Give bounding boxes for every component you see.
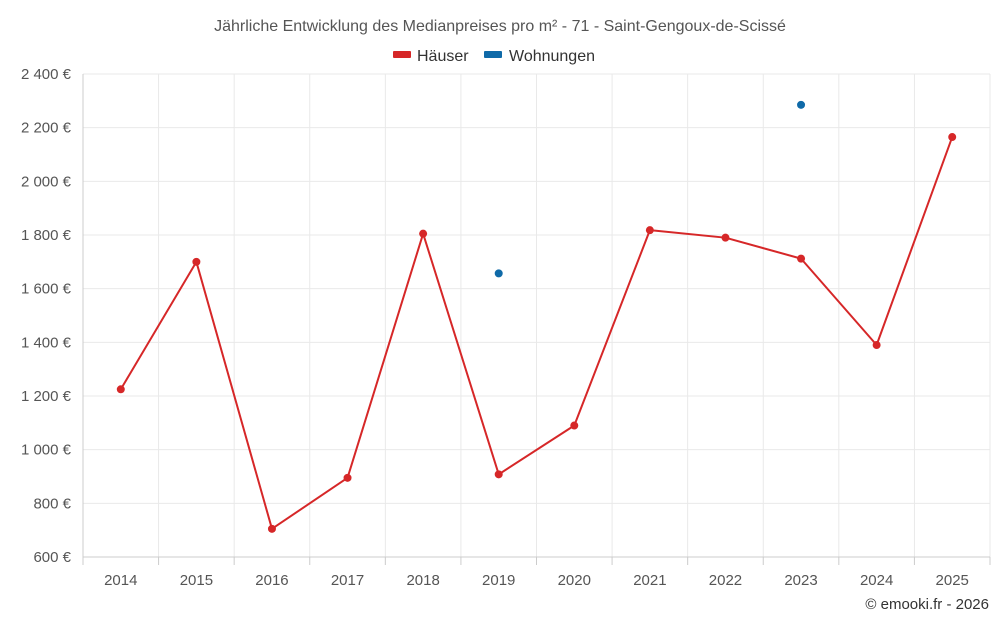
legend-item-wohnungen[interactable]: Wohnungen	[484, 48, 595, 65]
x-tick-label: 2017	[331, 572, 364, 589]
data-point-haeuser-2015	[192, 257, 201, 266]
legend-swatch-wohnungen	[484, 51, 502, 58]
x-tick-label: 2022	[709, 572, 742, 589]
y-tick-label: 1 600 €	[21, 281, 72, 298]
x-tick-label: 2019	[482, 572, 515, 589]
legend-item-haeuser[interactable]: Häuser	[393, 48, 469, 65]
data-point-haeuser-2017	[343, 473, 352, 482]
x-tick-label: 2023	[784, 572, 817, 589]
data-point-haeuser-2022	[721, 233, 730, 242]
data-point-haeuser-2019	[494, 470, 503, 479]
data-point-haeuser-2014	[116, 385, 125, 394]
y-tick-label: 1 200 €	[21, 388, 72, 405]
x-tick-label: 2016	[255, 572, 288, 589]
data-point-haeuser-2018	[419, 229, 428, 238]
y-tick-label: 600 €	[33, 549, 71, 566]
y-tick-label: 2 400 €	[21, 66, 72, 83]
x-tick-label: 2018	[406, 572, 439, 589]
series-wohnungen	[494, 100, 806, 278]
y-tick-label: 1 400 €	[21, 334, 72, 351]
data-point-haeuser-2023	[797, 254, 806, 263]
y-tick-label: 800 €	[33, 495, 71, 512]
series	[116, 100, 957, 533]
data-point-haeuser-2021	[645, 226, 654, 235]
y-tick-label: 1 000 €	[21, 442, 72, 459]
y-tick-label: 2 000 €	[21, 173, 72, 190]
legend-label-wohnungen: Wohnungen	[509, 48, 595, 65]
x-tick-label: 2025	[936, 572, 969, 589]
series-haeuser	[116, 133, 957, 533]
legend: Häuser Wohnungen	[393, 48, 595, 65]
data-point-haeuser-2016	[267, 524, 276, 533]
axes: 600 € 800 € 1 000 € 1 200 € 1 400 € 1 600 € 1 …	[21, 66, 991, 589]
x-tick-label: 2021	[633, 572, 666, 589]
grid	[82, 73, 991, 557]
data-point-haeuser-2024	[872, 341, 881, 350]
x-tick-label: 2024	[860, 572, 893, 589]
data-point-wohnungen-2023	[797, 100, 806, 109]
x-tick-label: 2014	[104, 572, 137, 589]
y-tick-label: 1 800 €	[21, 227, 72, 244]
credit-text: © emooki.fr - 2026	[865, 596, 989, 613]
x-tick-label: 2015	[180, 572, 213, 589]
x-tick-label: 2020	[558, 572, 591, 589]
legend-swatch-haeuser	[393, 51, 411, 58]
data-point-haeuser-2020	[570, 421, 579, 430]
y-tick-label: 2 200 €	[21, 120, 72, 137]
series-line-haeuser	[119, 136, 954, 530]
chart-title: Jährliche Entwicklung des Medianpreises …	[214, 18, 786, 35]
data-point-haeuser-2025	[948, 133, 957, 142]
data-point-wohnungen-2019	[494, 269, 503, 278]
legend-label-haeuser: Häuser	[417, 48, 469, 65]
